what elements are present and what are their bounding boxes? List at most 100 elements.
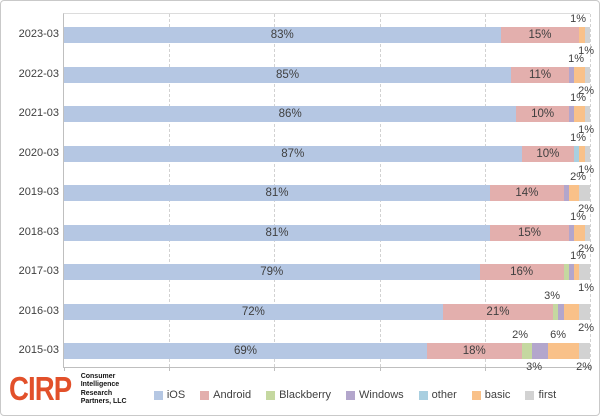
segment-value-label: 21% (486, 305, 510, 318)
cirp-logo-line: Intelligence (80, 381, 120, 389)
legend-swatch-ios (153, 390, 163, 400)
plot-area: 83% 15% 1% 1% 85% 11% 1% 2% 86% 10% 1% 1% 87% 10% 1% 1%… (63, 13, 594, 373)
axis-tick (274, 367, 276, 371)
legend-item-android: Android (200, 389, 251, 401)
bar-row-2017-03: 79% 16% 1% 1% (64, 251, 594, 294)
axis-tick (379, 367, 381, 371)
segment-first-2018-03 (584, 224, 590, 241)
segment-value-label: 14% (515, 187, 539, 199)
segment-basic-2019-03 (568, 185, 580, 201)
outside-value-label: 2% (578, 84, 594, 97)
segment-windows-2017-03 (568, 264, 575, 280)
segment-blackberry-2017-03 (563, 264, 569, 280)
y-axis-label-2016-03: 2016-03 (18, 304, 59, 317)
segment-value-label: 79% (260, 266, 284, 278)
outside-value-label: 1% (570, 92, 586, 104)
segment-first-2020-03 (584, 145, 590, 162)
axis-tick (64, 367, 65, 371)
legend-item-blackberry: Blackberry (266, 389, 331, 401)
bar-row-2016-03: 72% 21% 3% 2% (64, 290, 594, 333)
legend-item-basic: basic (471, 389, 510, 401)
outside-value-label: 1% (570, 13, 586, 25)
legend-swatch-blackberry (266, 390, 276, 400)
outside-value-label: 1% (570, 250, 586, 262)
segment-first-2021-03 (584, 106, 590, 122)
bar-row-2020-03: 87% 10% 1% 1% (64, 132, 594, 175)
legend-label: Blackberry (279, 389, 332, 401)
segment-basic-2021-03 (574, 106, 585, 122)
segment-android-2015-03: 18% (426, 343, 522, 359)
segment-ios-2021-03: 86% (64, 106, 517, 122)
segment-value-label: 15% (528, 29, 552, 41)
outside-value-label: 1% (578, 282, 594, 294)
segment-windows-2015-03 (532, 343, 548, 359)
outside-value-label: 1% (570, 131, 586, 144)
y-axis-label-2021-03: 2021-03 (18, 107, 59, 119)
cirp-logo-line: Partners, LLC (80, 398, 127, 406)
segment-blackberry-2016-03 (553, 303, 559, 320)
legend-item-first: first (525, 389, 556, 401)
axis-tick (590, 367, 591, 371)
legend-swatch-basic (471, 390, 481, 400)
cirp-logo-text: Consumer Intelligence Research Partners, LL… (81, 373, 127, 407)
segment-value-label: 10% (536, 147, 560, 160)
legend: iOS Android Blackberry Windows other basic fir… (113, 386, 597, 404)
bar-row-2018-03: 81% 15% 1% 2% (64, 211, 594, 254)
segment-other-2020-03 (574, 145, 580, 162)
segment-value-label: 86% (278, 108, 302, 120)
segment-first-2016-03 (579, 303, 590, 320)
y-axis-label-2020-03: 2020-03 (18, 146, 59, 159)
legend-item-ios: iOS (153, 389, 185, 401)
outside-value-label: 2% (578, 321, 594, 334)
cirp-logo-line: Research (80, 389, 113, 397)
legend-label: other (431, 389, 457, 401)
legend-label: first (538, 389, 557, 401)
bar-row-2023-03: 83% 15% 1% 1% (64, 14, 594, 57)
segment-windows-2021-03 (568, 106, 575, 122)
legend-label: Android (213, 389, 252, 401)
axis-tick (169, 367, 171, 371)
segment-basic-2016-03 (563, 303, 580, 320)
legend-swatch-first (525, 390, 535, 400)
cirp-logo-line: Consumer (80, 373, 116, 380)
segment-android-2022-03: 11% (511, 66, 569, 83)
segment-windows-2019-03 (563, 185, 569, 201)
segment-basic-2018-03 (574, 224, 585, 241)
segment-value-label: 81% (265, 187, 289, 199)
cirp-logo-word: CIRP (9, 370, 72, 408)
segment-android-2018-03: 15% (490, 224, 569, 241)
segment-android-2019-03: 14% (490, 185, 564, 201)
segment-android-2020-03: 10% (521, 145, 575, 162)
y-axis-label-2015-03: 2015-03 (18, 344, 59, 356)
bar-row-2021-03: 86% 10% 1% 1% (64, 93, 594, 136)
segment-value-label: 83% (270, 29, 294, 41)
outside-value-label: 1% (568, 52, 584, 65)
segment-value-label: 81% (265, 226, 289, 239)
gridline-100pct (590, 14, 591, 367)
legend-swatch-other (418, 390, 428, 400)
segment-ios-2016-03: 72% (64, 303, 443, 320)
outside-value-label: 3% (544, 289, 560, 302)
segment-ios-2023-03: 83% (64, 27, 501, 43)
outside-value-label: 1% (578, 163, 594, 176)
segment-windows-2016-03 (558, 303, 564, 320)
segment-ios-2015-03: 69% (64, 343, 427, 359)
segment-android-2023-03: 15% (500, 27, 580, 43)
segment-android-2021-03: 10% (516, 106, 569, 122)
segment-value-label: 15% (517, 226, 541, 239)
outside-value-label: 2% (578, 203, 594, 215)
axis-tick (484, 367, 486, 371)
legend-item-other: other (418, 389, 457, 401)
outside-value-label: 2% (570, 171, 586, 183)
segment-value-label: 10% (531, 108, 555, 120)
y-axis-label-2023-03: 2023-03 (18, 28, 59, 40)
y-axis-label-2018-03: 2018-03 (18, 225, 59, 238)
segment-ios-2018-03: 81% (64, 224, 491, 241)
segment-basic-2022-03 (574, 66, 585, 83)
segment-value-label: 16% (510, 266, 534, 278)
y-axis-label-2017-03: 2017-03 (18, 265, 59, 277)
y-axis-label-2019-03: 2019-03 (18, 186, 59, 198)
segment-ios-2019-03: 81% (64, 185, 491, 201)
segment-ios-2022-03: 85% (64, 66, 512, 83)
segment-value-label: 72% (241, 305, 265, 318)
